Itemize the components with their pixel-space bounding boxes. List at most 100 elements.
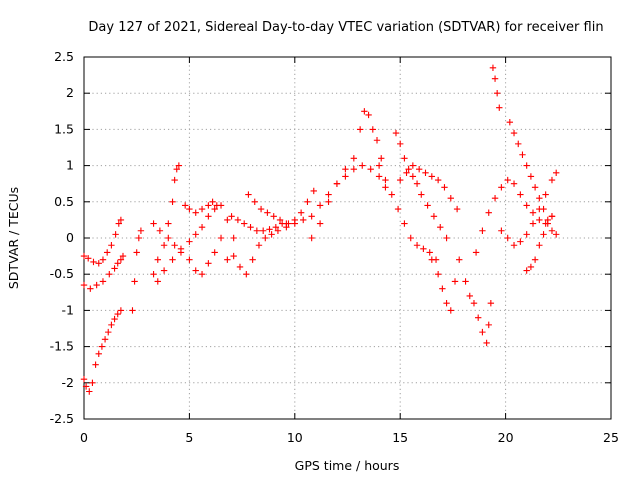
data-point: [552, 169, 560, 177]
data-point: [491, 194, 499, 202]
x-tick-label: 20: [498, 430, 514, 445]
series-track-k: [245, 191, 290, 227]
data-point: [186, 256, 193, 263]
data-point: [268, 231, 275, 238]
data-point: [85, 255, 92, 262]
data-point: [510, 242, 518, 249]
data-point: [119, 252, 127, 260]
data-point: [165, 234, 172, 242]
data-point: [536, 205, 543, 213]
data-point: [483, 339, 490, 347]
data-point: [283, 223, 290, 231]
data-points: [80, 64, 560, 395]
data-point: [356, 126, 364, 133]
data-point: [112, 231, 119, 238]
series-track-r: [456, 256, 495, 347]
x-tick-label: 15: [392, 430, 408, 445]
data-point: [230, 252, 237, 260]
data-point: [536, 216, 543, 224]
data-point: [259, 227, 267, 234]
data-point: [544, 220, 551, 227]
data-point: [108, 321, 115, 329]
data-point: [82, 383, 90, 390]
data-point: [498, 184, 505, 191]
data-point: [529, 220, 537, 227]
data-point: [397, 140, 404, 148]
data-point: [224, 216, 231, 224]
data-point: [447, 194, 454, 202]
data-point: [165, 220, 172, 227]
data-point: [536, 242, 543, 249]
data-point: [517, 191, 524, 198]
data-point: [504, 176, 511, 184]
data-point: [150, 220, 157, 227]
x-tick-label: 5: [185, 430, 193, 445]
data-point: [115, 220, 122, 227]
data-point: [262, 234, 269, 242]
data-point: [211, 205, 218, 213]
data-point: [504, 234, 511, 242]
data-point: [247, 223, 254, 231]
data-point: [257, 205, 265, 213]
data-point: [325, 198, 332, 205]
data-point: [529, 209, 537, 216]
data-point: [342, 173, 349, 180]
data-point: [424, 202, 431, 209]
data-point: [255, 242, 263, 249]
series-track-w: [523, 213, 556, 274]
series-track-i: [228, 187, 317, 234]
data-point: [316, 202, 324, 209]
y-tick-label: -1: [62, 302, 74, 317]
data-point: [92, 361, 99, 368]
data-point: [181, 202, 189, 209]
data-point: [401, 220, 408, 227]
data-point: [86, 388, 93, 395]
data-point: [114, 260, 121, 267]
x-tick-label: 10: [287, 430, 303, 445]
data-point: [131, 278, 138, 285]
data-point: [90, 258, 97, 266]
data-point: [117, 307, 125, 314]
data-point: [405, 166, 412, 173]
data-point: [243, 271, 250, 278]
data-point: [224, 256, 231, 263]
data-point: [205, 202, 212, 209]
data-point: [198, 205, 206, 213]
data-point: [103, 249, 111, 256]
data-point: [274, 227, 282, 234]
data-point: [474, 314, 482, 321]
data-point: [308, 234, 315, 242]
data-point: [95, 260, 102, 267]
data-point: [462, 278, 469, 285]
data-point: [108, 242, 115, 249]
data-point: [517, 238, 524, 245]
data-point: [373, 137, 381, 144]
data-point: [453, 205, 461, 213]
data-point: [548, 227, 556, 234]
data-point: [154, 278, 161, 285]
data-point: [241, 220, 248, 227]
data-point: [245, 191, 252, 198]
data-point: [99, 278, 107, 285]
data-point: [392, 129, 400, 137]
y-tick-label: 2.5: [54, 49, 74, 64]
data-point: [101, 336, 109, 343]
data-point: [510, 129, 518, 137]
data-point: [205, 260, 212, 267]
data-point: [117, 256, 125, 263]
data-point: [443, 234, 450, 242]
data-point: [548, 213, 556, 220]
data-point: [375, 173, 383, 180]
y-tick-label: 0: [66, 230, 74, 245]
data-point: [496, 104, 503, 111]
data-point: [388, 191, 395, 198]
data-point: [150, 271, 157, 278]
data-point: [228, 213, 235, 220]
data-point: [489, 64, 497, 72]
data-point: [89, 379, 96, 386]
data-point: [186, 238, 193, 245]
data-point: [443, 299, 450, 307]
data-point: [276, 216, 284, 224]
data-point: [175, 162, 183, 169]
